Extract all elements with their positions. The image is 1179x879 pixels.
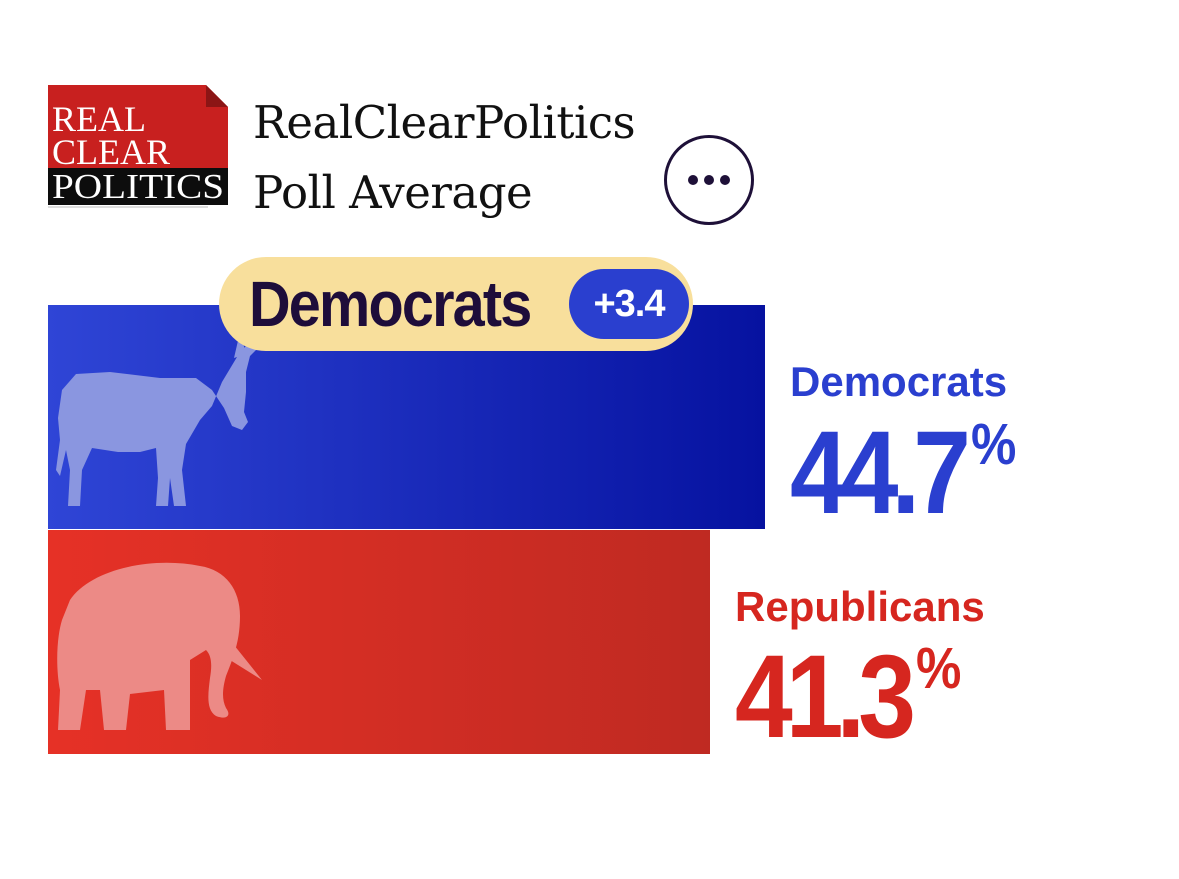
leader-margin-badge: +3.4: [569, 269, 689, 339]
title-line-2: Poll Average: [253, 166, 533, 219]
value-republicans-number: 41.3: [735, 631, 916, 763]
logo-text-line3: POLITICS: [52, 167, 224, 206]
title-line-1: RealClearPolitics: [253, 96, 636, 149]
value-republicans: 41.3%: [735, 638, 961, 756]
label-democrats: Democrats: [790, 358, 1008, 405]
rcp-logo: REAL CLEAR POLITICS: [48, 85, 228, 211]
more-options-button[interactable]: [664, 135, 754, 225]
logo-text-line1: REAL: [52, 99, 146, 139]
value-democrats: 44.7%: [790, 414, 1016, 532]
value-democrats-number: 44.7: [790, 407, 971, 539]
donkey-icon: [56, 332, 262, 506]
value-republicans-unit: %: [915, 636, 962, 701]
logo-text-line2: CLEAR: [52, 132, 170, 172]
value-democrats-unit: %: [970, 412, 1017, 477]
leader-name: Democrats: [249, 268, 532, 340]
more-horizontal-icon: [688, 175, 730, 185]
leader-pill: Democrats +3.4: [219, 257, 693, 351]
page-title: RealClearPolitics Poll Average: [253, 88, 636, 228]
label-republicans: Republicans: [735, 583, 985, 630]
elephant-icon: [57, 562, 262, 730]
